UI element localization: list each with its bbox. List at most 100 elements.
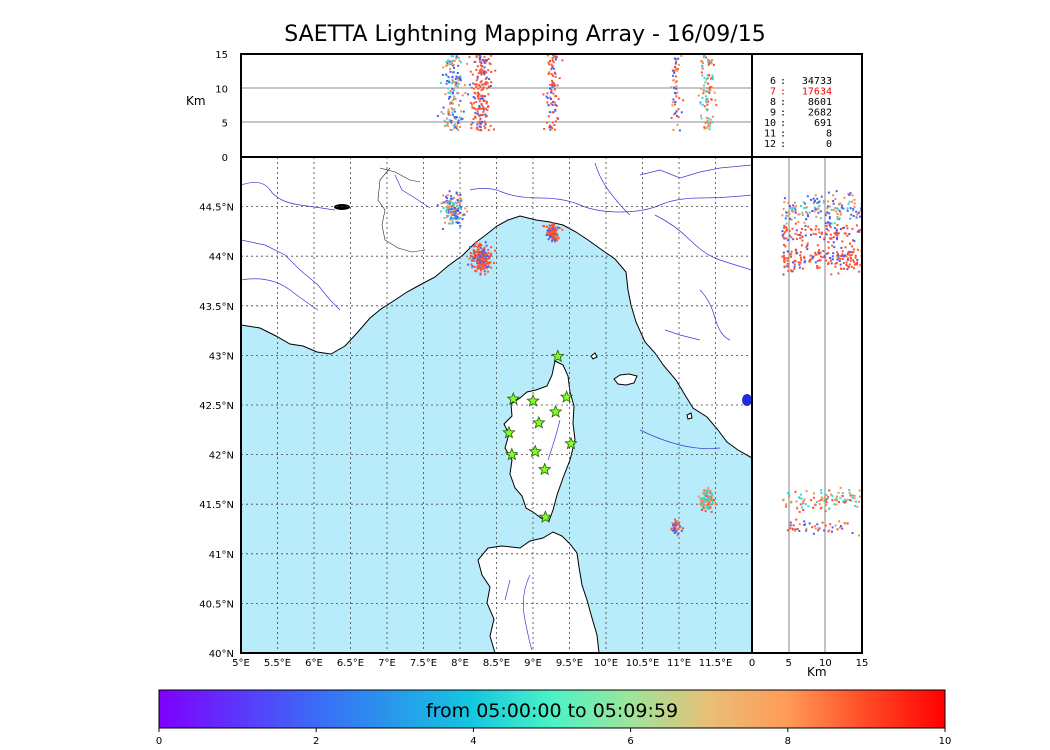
lat-alt-point xyxy=(853,263,856,266)
lat-alt-point xyxy=(805,529,808,532)
lightning-point xyxy=(701,502,704,504)
alt-lon-point xyxy=(543,128,546,130)
lat-alt-point xyxy=(792,210,794,213)
lightning-point xyxy=(546,229,549,232)
alt-lon-point xyxy=(481,83,484,86)
lat-alt-point xyxy=(794,528,797,531)
lat-alt-point xyxy=(858,489,861,492)
lightning-point xyxy=(452,217,455,220)
alt-lon-point xyxy=(451,82,453,85)
lat-alt-point xyxy=(783,226,785,229)
lightning-point xyxy=(472,249,475,251)
lightning-point xyxy=(441,228,444,230)
alt-lon-point xyxy=(468,56,471,59)
lat-alt-point xyxy=(803,498,806,501)
lightning-point xyxy=(453,202,456,205)
lat-alt-point xyxy=(819,251,822,254)
alt-lon-point xyxy=(453,108,456,111)
lat-alt-point xyxy=(814,504,817,507)
alt-lon-point xyxy=(478,104,481,107)
lightning-point xyxy=(553,228,556,231)
lightning-point xyxy=(487,270,489,273)
lightning-point xyxy=(554,226,557,229)
alt-lon-point xyxy=(449,68,452,70)
lat-alt-point xyxy=(830,493,833,496)
alt-lon-point xyxy=(672,98,675,101)
alt-lon-point xyxy=(701,67,704,70)
lat-alt-point xyxy=(787,269,790,272)
alt-lon-point xyxy=(476,126,478,129)
lightning-point xyxy=(457,209,460,212)
lightning-point xyxy=(701,503,704,506)
alt-lon-point xyxy=(479,81,482,84)
lat-alt-point xyxy=(791,227,794,230)
alt-lon-point xyxy=(705,126,708,129)
lon-tick-label: 10.5°E xyxy=(626,658,660,669)
alt-lon-point xyxy=(675,80,678,83)
lat-alt-point xyxy=(803,256,805,259)
lat-alt-point xyxy=(858,230,861,233)
alt-lon-points xyxy=(436,54,718,132)
lightning-point xyxy=(476,266,479,269)
alt-lon-point xyxy=(440,111,443,113)
alt-lon-point xyxy=(551,59,554,62)
lightning-point xyxy=(483,251,486,254)
lightning-point xyxy=(552,227,555,230)
alt-lon-point xyxy=(705,98,708,101)
alt-lon-point xyxy=(701,74,704,77)
lat-alt-point xyxy=(838,520,841,523)
lat-alt-point xyxy=(847,203,850,206)
lat-alt-point xyxy=(836,258,839,261)
alt-lon-point xyxy=(677,57,680,60)
lat-alt-point xyxy=(827,252,830,254)
lat-alt-point xyxy=(840,525,842,528)
lightning-point xyxy=(448,202,451,205)
lat-alt-point xyxy=(816,264,819,267)
alt-lon-point xyxy=(477,84,480,87)
lat-alt-point xyxy=(846,522,849,525)
lightning-point xyxy=(479,243,482,246)
alt-lon-point xyxy=(480,62,483,65)
lat-alt-point xyxy=(837,203,840,206)
lat-alt-point xyxy=(857,229,860,232)
lat-alt-point xyxy=(801,211,804,214)
alt-ytick-label: 10 xyxy=(215,84,228,95)
alt-lon-point xyxy=(447,87,450,90)
lat-alt-point xyxy=(834,233,837,236)
lat-alt-point xyxy=(792,204,795,207)
lat-alt-point xyxy=(788,229,791,232)
lon-tick-label: 11°E xyxy=(667,658,691,669)
alt-lon-point xyxy=(702,62,704,64)
alt-lon-point xyxy=(550,102,553,105)
alt-lon-point xyxy=(493,128,495,131)
alt-lon-point xyxy=(550,63,553,66)
station-star-icon xyxy=(505,447,519,461)
lat-alt-point xyxy=(797,233,800,236)
lat-alt-point xyxy=(803,261,806,264)
alt-lon-point xyxy=(676,68,679,71)
alt-lon-point xyxy=(715,104,718,107)
alt-lon-point xyxy=(445,61,448,63)
islet xyxy=(590,352,598,360)
lat-alt-point xyxy=(820,491,823,494)
alt-lon-point xyxy=(449,102,451,105)
alt-lon-point xyxy=(483,71,485,73)
lightning-point xyxy=(494,249,497,252)
lat-alt-point xyxy=(797,261,800,264)
alt-lon-point xyxy=(674,81,677,84)
lightning-point xyxy=(472,257,475,260)
lightning-point xyxy=(461,214,464,217)
alt-lon-point xyxy=(452,81,455,84)
alt-lon-point xyxy=(476,92,479,95)
alt-lon-point xyxy=(707,63,710,66)
alt-lon-point xyxy=(470,86,473,89)
lightning-point xyxy=(445,206,448,209)
alt-lon-point xyxy=(547,73,550,75)
lat-alt-point xyxy=(805,246,808,249)
lightning-point xyxy=(482,258,485,261)
lat-alt-point xyxy=(839,211,842,214)
alt-lon-point xyxy=(478,107,481,110)
lat-alt-point xyxy=(806,242,809,245)
lat-alt-point xyxy=(830,208,833,211)
